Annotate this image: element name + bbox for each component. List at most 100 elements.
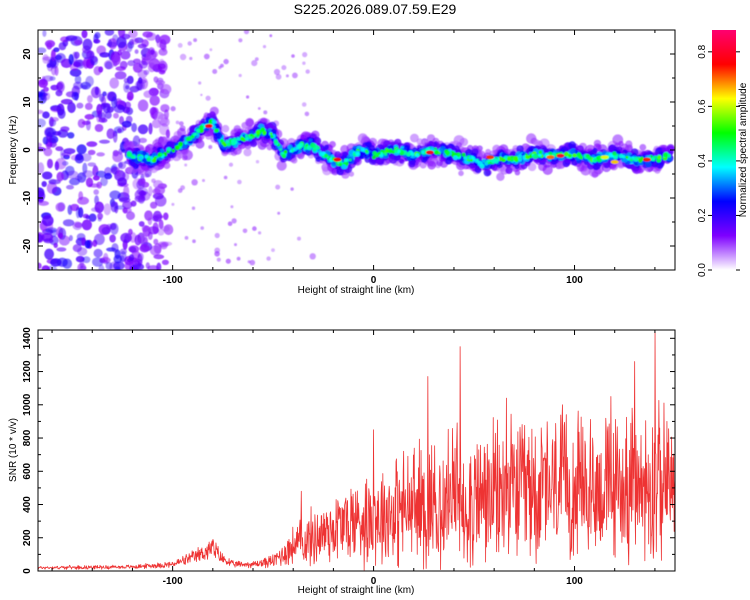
spectrogram-noise-blob	[38, 162, 45, 174]
figure-title: S225.2026.089.07.59.E29	[293, 1, 457, 17]
spectrogram-noise-blob	[45, 127, 56, 137]
spectrogram-ridge-blob	[621, 154, 626, 159]
spectrogram-noise-blob	[134, 49, 139, 54]
spectrogram-noise-blob	[117, 104, 124, 110]
spectrogram-noise-blob	[189, 56, 193, 61]
spectrogram-noise-blob	[81, 30, 88, 39]
spectrogram-noise-blob	[92, 175, 100, 181]
spectrogram-ridge-blob	[138, 155, 143, 161]
spectrogram-noise-blob	[152, 222, 159, 235]
spectrogram-noise-blob	[110, 222, 119, 235]
spectrogram-noise-blob	[38, 146, 46, 152]
spectrogram-noise-blob	[45, 227, 58, 233]
spectrogram-noise-blob	[104, 61, 113, 70]
spectrogram-noise-blob	[119, 60, 128, 70]
spectrogram-noise-blob	[234, 243, 237, 247]
spectrogram-ridge-blob	[568, 141, 577, 150]
spectrogram-noise-blob	[277, 211, 281, 215]
spectrogram-ridge-blob	[416, 138, 424, 145]
spectrogram-noise-blob	[74, 39, 83, 46]
spectrogram-noise-blob	[53, 47, 60, 53]
spectrogram-noise-blob	[68, 54, 74, 65]
snr-series-line	[38, 331, 675, 571]
spectrogram-ridge-blob	[656, 157, 662, 163]
spectrogram-noise-blob	[42, 30, 47, 37]
spectrogram-noise-blob	[93, 39, 101, 44]
spectrogram-noise-blob	[124, 101, 131, 110]
spectrogram-noise-blob	[114, 266, 121, 270]
spectrogram-noise-blob	[128, 254, 135, 262]
spectrogram-noise-blob	[100, 176, 108, 187]
spectrogram-noise-blob	[42, 215, 54, 227]
spectrogram-noise-blob	[50, 117, 59, 122]
y-tick-label: 200	[22, 529, 33, 546]
spectrogram-ridge-blob	[483, 169, 491, 177]
spectrogram-noise-blob	[243, 30, 250, 35]
spectrogram-peak-blob	[546, 155, 555, 160]
spectrogram-ridge-blob	[283, 150, 288, 154]
spectrogram-ridge-blob	[130, 155, 135, 159]
spectrogram-ridge-blob	[241, 122, 249, 129]
spectrogram-noise-blob	[82, 38, 93, 51]
spectrogram-ridge-blob	[324, 144, 329, 150]
spectrogram-noise-blob	[56, 171, 64, 182]
spectrogram-noise-blob	[263, 110, 268, 115]
spectrogram-ridge-blob	[427, 160, 437, 170]
snr-panel: -100 0 100 0 200 400 600 800 1000 1200 1400 Heigh…	[8, 327, 676, 596]
spectrogram-noise-blob	[38, 142, 42, 148]
spectrogram-ridge-blob	[185, 136, 191, 142]
spectrogram-ridge-blob	[568, 153, 572, 158]
spectrogram-peak-blob	[642, 157, 651, 162]
spectrogram-ridge-blob	[538, 153, 542, 157]
spectrogram-noise-blob	[47, 158, 53, 169]
colorbar-tick-label: 0.4	[697, 154, 708, 168]
spectrogram-noise-blob	[65, 35, 78, 41]
spectrogram-noise-blob	[155, 79, 166, 86]
spectrogram-noise-blob	[71, 91, 80, 101]
spectrogram-noise-blob	[111, 163, 118, 176]
spectrogram-noise-blob	[41, 265, 50, 270]
spectrogram-noise-blob	[269, 34, 273, 38]
spectrogram-noise-blob	[302, 61, 306, 65]
y-tick-label: 20	[22, 48, 33, 60]
spectrogram-noise-blob	[48, 179, 61, 185]
spectrogram-noise-blob	[38, 233, 43, 243]
spectrogram-noise-blob	[139, 244, 150, 253]
colorbar-tick-label: 0.6	[697, 99, 708, 113]
y-tick-label: -10	[22, 190, 33, 205]
spectrogram-noise-blob	[119, 255, 125, 263]
spectrogram-noise-blob	[105, 262, 113, 270]
spectrogram-noise-blob	[86, 50, 95, 60]
y-tick-label: 1000	[22, 393, 33, 416]
spectrogram-ridge-blob	[214, 128, 219, 133]
spectrogram-noise-blob	[159, 123, 170, 136]
spectrogram-noise-blob	[193, 38, 198, 42]
spectrogram-noise-blob	[122, 207, 128, 214]
spectrogram-noise-blob	[82, 162, 88, 174]
spectrogram-noise-blob	[84, 239, 91, 249]
spectrogram-noise-blob	[227, 221, 233, 226]
x-tick-label: 100	[566, 275, 583, 286]
spectrogram-ridge-blob	[324, 153, 329, 158]
spectrogram-ridge-blob	[160, 148, 165, 153]
colorbar-ticks: 0.0 0.2 0.4 0.6 0.8	[697, 44, 740, 277]
spectrogram-noise-blob	[230, 205, 234, 209]
spectrogram-noise-blob	[98, 117, 108, 123]
spectrogram-noise-blob	[87, 149, 96, 156]
spectrogram-ridge-blob	[484, 161, 489, 166]
spectrogram-ridge-blob	[230, 139, 235, 143]
spectrogram-noise-blob	[44, 248, 54, 260]
spectrogram-noise-blob	[79, 257, 85, 269]
spectrogram-noise-blob	[159, 39, 167, 50]
spectrogram-ridge-blob	[376, 152, 379, 156]
spectrogram-noise-blob	[96, 152, 105, 157]
spectrogram-noise-blob	[209, 48, 213, 52]
spectrogram-ridge-blob	[552, 152, 557, 157]
spectrogram-noise-blob	[43, 238, 54, 244]
spectrogram-noise-blob	[309, 253, 316, 260]
spectrogram-noise-blob	[38, 118, 46, 128]
spectrogram-noise-blob	[110, 201, 118, 213]
spectrogram-noise-blob	[214, 251, 220, 257]
spectrogram-noise-blob	[138, 221, 145, 227]
